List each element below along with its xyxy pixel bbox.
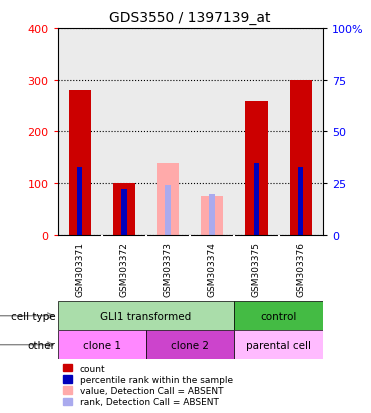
- Bar: [234, 301, 323, 330]
- Bar: [58, 330, 146, 359]
- Bar: [165, 186, 171, 235]
- Text: GSM303371: GSM303371: [75, 241, 84, 296]
- Bar: [245, 102, 267, 235]
- Legend: count, percentile rank within the sample, value, Detection Call = ABSENT, rank, : count, percentile rank within the sample…: [63, 364, 233, 406]
- Text: GSM303374: GSM303374: [208, 241, 217, 296]
- Bar: [254, 163, 259, 235]
- Text: GLI1 transformed: GLI1 transformed: [100, 311, 191, 321]
- Bar: [290, 81, 312, 235]
- Bar: [113, 184, 135, 235]
- Text: GSM303375: GSM303375: [252, 241, 261, 296]
- Bar: [234, 330, 323, 359]
- Bar: [210, 194, 215, 235]
- Text: control: control: [260, 311, 297, 321]
- Bar: [298, 167, 303, 235]
- Title: GDS3550 / 1397139_at: GDS3550 / 1397139_at: [109, 11, 271, 25]
- Text: GSM303376: GSM303376: [296, 241, 305, 296]
- Bar: [157, 163, 179, 235]
- Text: GSM303372: GSM303372: [119, 241, 128, 296]
- Bar: [121, 190, 127, 235]
- Bar: [201, 197, 223, 235]
- Text: other: other: [28, 340, 56, 350]
- Text: clone 2: clone 2: [171, 340, 209, 350]
- Text: GSM303373: GSM303373: [164, 241, 173, 296]
- Text: clone 1: clone 1: [83, 340, 121, 350]
- Bar: [69, 91, 91, 235]
- Text: cell type: cell type: [11, 311, 56, 321]
- Bar: [146, 330, 234, 359]
- Bar: [58, 301, 234, 330]
- Text: parental cell: parental cell: [246, 340, 311, 350]
- Bar: [77, 167, 82, 235]
